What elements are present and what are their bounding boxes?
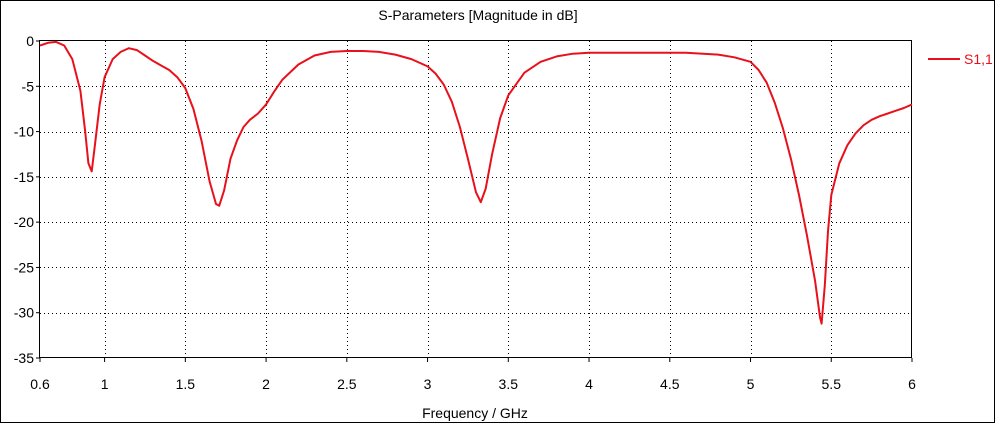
x-tick-label: 5: [747, 376, 755, 392]
x-tick-label: 1: [101, 376, 109, 392]
y-tick-label: -25: [14, 259, 34, 275]
y-tick-label: -20: [14, 214, 34, 230]
x-tick-label: 4: [585, 376, 593, 392]
chart-title: S-Parameters [Magnitude in dB]: [378, 7, 577, 23]
x-tick-label: 0.6: [30, 376, 50, 392]
legend[interactable]: S1,1: [928, 51, 993, 67]
legend-label-s11: S1,1: [964, 51, 993, 67]
x-tick-label: 2.5: [337, 376, 357, 392]
x-tick-label: 3.5: [499, 376, 519, 392]
x-tick-label: 5.5: [822, 376, 842, 392]
x-tick-label: 4.5: [660, 376, 680, 392]
x-tick-label: 3: [424, 376, 432, 392]
y-tick-label: 0: [26, 33, 34, 49]
x-tick-label: 6: [908, 376, 916, 392]
y-tick-label: -30: [14, 305, 34, 321]
y-axis-ticks: 0 -5 -10 -15 -20 -25 -30 -35: [14, 33, 40, 366]
y-tick-label: -5: [22, 78, 35, 94]
y-tick-label: -35: [14, 350, 34, 366]
x-axis-ticks: 0.6 1 1.5 2 2.5 3 3.5 4 4.5 5 5.5 6: [30, 358, 916, 392]
y-tick-label: -10: [14, 124, 34, 140]
x-axis-title: Frequency / GHz: [422, 405, 528, 421]
x-tick-label: 1.5: [176, 376, 196, 392]
y-tick-label: -15: [14, 169, 34, 185]
plot-area: [39, 40, 912, 358]
series-line-s11: [39, 40, 913, 325]
x-tick-label: 2: [262, 376, 270, 392]
grid: [40, 41, 912, 358]
series-layer: [39, 40, 913, 325]
